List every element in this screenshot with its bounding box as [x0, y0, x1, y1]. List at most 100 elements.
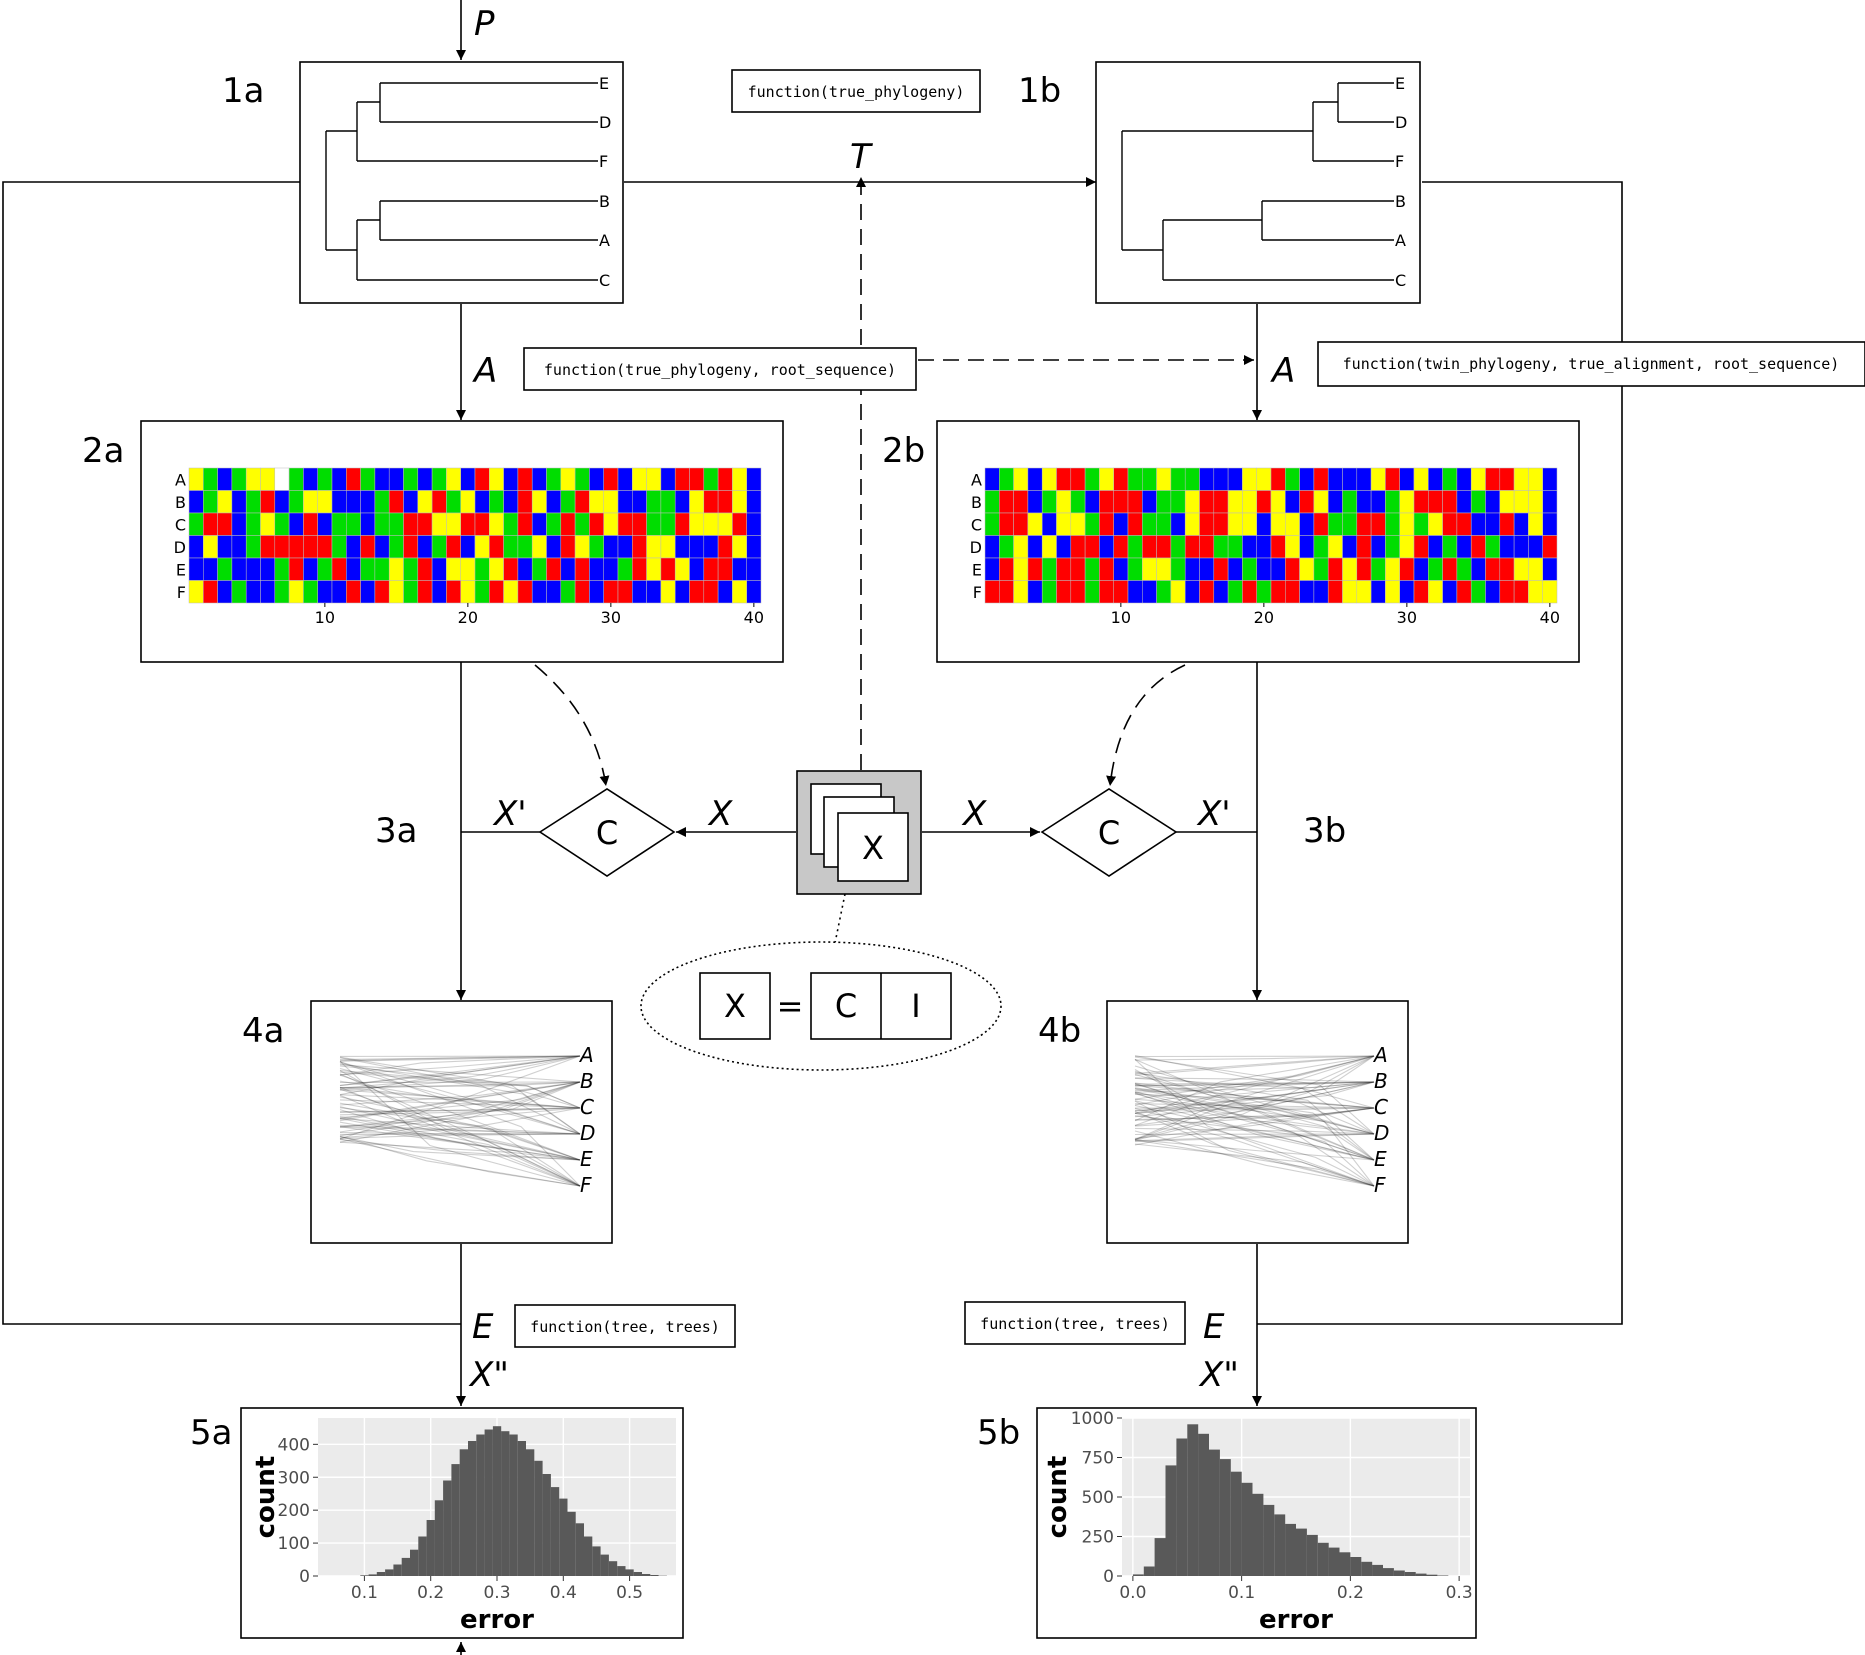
posterior-tree-line [1134, 1055, 1375, 1122]
alignment-cell [217, 535, 233, 559]
alignment-cell [1099, 467, 1114, 491]
alignment-cell [288, 467, 304, 491]
alignment-cell [1227, 512, 1243, 536]
posterior-tree-line [339, 1107, 581, 1116]
alignment-cell [517, 467, 533, 491]
alignment-cell [574, 557, 590, 581]
alignment-cell [203, 512, 218, 536]
alignment-cell [1428, 557, 1443, 581]
alignment-cell [1156, 535, 1172, 559]
alignment-cell [531, 490, 547, 514]
alignment-cell [617, 535, 633, 559]
posterior-tree-line [339, 1055, 581, 1087]
alignment-cell [1485, 467, 1501, 491]
alignment-cell [1113, 535, 1129, 559]
alignment-cell [274, 490, 290, 514]
alignment-cell [1542, 490, 1558, 514]
alignment-cell [503, 557, 519, 581]
alignment-cell [1470, 535, 1486, 559]
alignment-cell [1370, 490, 1386, 514]
alignment-cell [1184, 512, 1200, 536]
alignment-cell [1285, 512, 1300, 536]
histogram-bar [608, 1561, 618, 1576]
alignment-cell [460, 512, 476, 536]
alignment-cell [1142, 557, 1157, 581]
histogram-bar [1187, 1424, 1199, 1576]
alignment-cell [1113, 512, 1129, 536]
alignment-cell [574, 490, 590, 514]
posterior-tree-line [1134, 1107, 1375, 1127]
function-box-errors-true: function(tree, trees) [514, 1304, 736, 1348]
posterior-tree-line [1134, 1081, 1375, 1085]
histogram-bar [376, 1572, 386, 1576]
alignment-cell [1041, 535, 1057, 559]
alignment-cell [217, 557, 233, 581]
alignment-cell [1213, 467, 1229, 491]
alignment-cell [417, 512, 433, 536]
alignment-cell [732, 512, 747, 536]
alignment-cell [674, 580, 690, 604]
histogram-bar [517, 1441, 526, 1576]
alignment-cell [1013, 580, 1029, 604]
alignment-cell [531, 557, 547, 581]
posterior-tree-line [1134, 1081, 1375, 1141]
edge-2b-to-check [1106, 664, 1186, 787]
step-label-2a: 2a [82, 431, 124, 471]
alignment-cell [1356, 467, 1372, 491]
alignment-cell [1270, 557, 1286, 581]
posterior-tree-line [339, 1117, 581, 1135]
alignment-cell [203, 490, 218, 514]
posterior-tree-line [339, 1133, 581, 1140]
histogram-bar [1383, 1568, 1394, 1576]
posterior-tree-line [1134, 1107, 1375, 1111]
posterior-tree-line [339, 1096, 581, 1161]
alignment-cell [617, 490, 633, 514]
alignment-cell [188, 535, 204, 559]
alignment-cell [531, 467, 547, 491]
alignment-cell [1370, 580, 1386, 604]
alignment-cell [1070, 535, 1086, 559]
alignment-cell [503, 512, 519, 536]
alignment-tick-label: 20 [458, 608, 478, 627]
alignment-cell [517, 557, 533, 581]
histogram-bar [1154, 1538, 1166, 1576]
step-label-3a: 3a [375, 811, 417, 851]
alignment-cell [374, 580, 390, 604]
alignment-cell [1099, 535, 1114, 559]
histogram-bar [584, 1536, 593, 1576]
alignment-cell [1413, 490, 1429, 514]
edge-loop-left [2, 181, 461, 1325]
histogram-bar [1339, 1552, 1351, 1576]
alignment-cell [1285, 557, 1300, 581]
histogram-bar [1328, 1547, 1340, 1576]
edge-label-a-right: A [1270, 351, 1295, 391]
alignment-cell [331, 557, 347, 581]
histogram-twin-ylabel: count [1043, 1456, 1073, 1539]
alignment-cell [560, 512, 576, 536]
edge-label-x-left: X [707, 794, 733, 834]
equation-part-c: C [835, 987, 857, 1025]
alignment-cell [1513, 535, 1529, 559]
alignment-cell [274, 512, 290, 536]
posterior-tree-line [339, 1117, 581, 1187]
posterior-tree-line [1134, 1077, 1375, 1109]
alignment-cell [489, 580, 504, 604]
posterior-tip: C [1374, 1095, 1388, 1119]
posterior-tree-line [339, 1081, 581, 1143]
posterior-tree-line [339, 1081, 581, 1089]
histogram-bar [1350, 1557, 1362, 1576]
histogram-bar [1361, 1561, 1373, 1576]
alignment-cell [1127, 557, 1143, 581]
posterior-tree-line [339, 1081, 581, 1137]
histogram-bar [1230, 1471, 1242, 1576]
posterior-tree-line [339, 1135, 581, 1187]
alignment-cell [317, 467, 333, 491]
alignment-cell [999, 490, 1014, 514]
true-tree-tip: B [599, 192, 610, 211]
alignment-cell [489, 557, 504, 581]
alignment-cell [1428, 467, 1443, 491]
histogram-bar [1415, 1573, 1427, 1576]
posterior-tree-line [1134, 1073, 1375, 1161]
alignment-cell [1099, 580, 1114, 604]
